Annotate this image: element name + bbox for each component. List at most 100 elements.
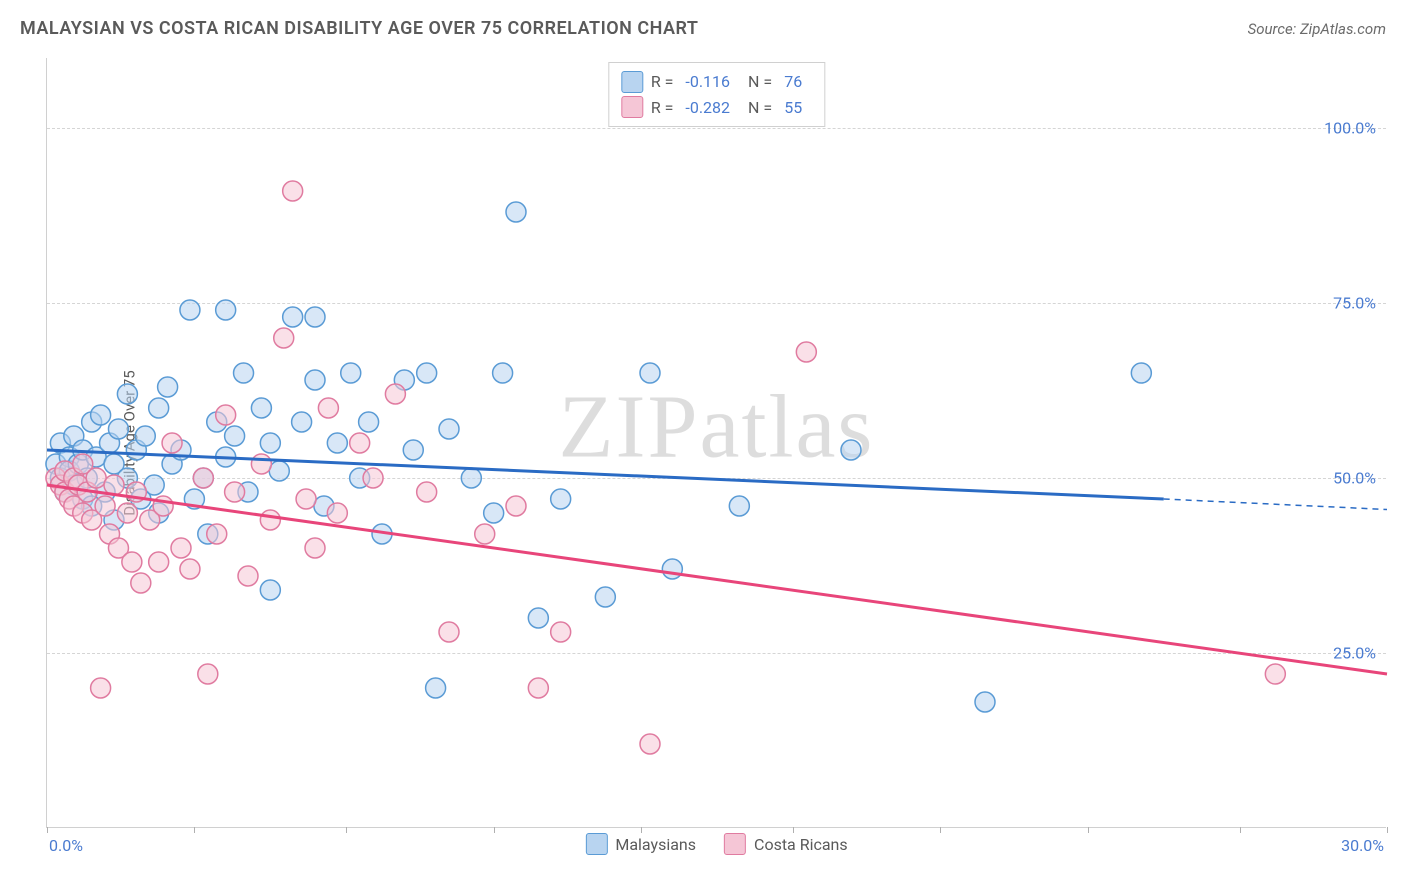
data-point <box>595 587 615 607</box>
x-tick <box>1387 827 1388 833</box>
x-tick <box>47 827 48 833</box>
legend-r-label: R = <box>651 69 674 95</box>
data-point <box>122 552 142 572</box>
data-point <box>238 566 258 586</box>
scatter-plot-svg <box>47 58 1386 827</box>
data-point <box>225 482 245 502</box>
data-point <box>403 440 423 460</box>
legend-row: R = -0.116 N = 76 <box>621 69 812 95</box>
data-point <box>662 559 682 579</box>
data-point <box>327 433 347 453</box>
data-point <box>269 461 289 481</box>
data-point <box>551 489 571 509</box>
data-point <box>506 202 526 222</box>
data-point <box>91 405 111 425</box>
data-point <box>149 552 169 572</box>
data-point <box>86 468 106 488</box>
data-point <box>207 524 227 544</box>
series-legend-label: Costa Ricans <box>754 835 848 854</box>
data-point <box>506 496 526 516</box>
data-point <box>251 398 271 418</box>
data-point <box>475 524 495 544</box>
x-tick <box>1240 827 1241 833</box>
x-tick <box>1088 827 1089 833</box>
correlation-legend: R = -0.116 N = 76 R = -0.282 N = 55 <box>608 62 825 127</box>
legend-swatch <box>724 833 746 855</box>
series-legend-item: Malaysians <box>585 833 696 855</box>
data-point <box>551 622 571 642</box>
data-point <box>841 440 861 460</box>
trend-line <box>47 450 1164 499</box>
x-tick <box>940 827 941 833</box>
data-point <box>260 510 280 530</box>
data-point <box>975 692 995 712</box>
data-point <box>318 398 338 418</box>
legend-swatch <box>621 96 643 118</box>
data-point <box>283 181 303 201</box>
x-tick <box>194 827 195 833</box>
data-point <box>305 370 325 390</box>
data-point <box>796 342 816 362</box>
data-point <box>426 678 446 698</box>
data-point <box>193 468 213 488</box>
data-point <box>260 580 280 600</box>
chart-title: MALAYSIAN VS COSTA RICAN DISABILITY AGE … <box>20 18 698 39</box>
data-point <box>216 405 236 425</box>
source-label: Source: ZipAtlas.com <box>1248 20 1386 38</box>
data-point <box>216 300 236 320</box>
data-point <box>149 398 169 418</box>
data-point <box>363 468 383 488</box>
data-point <box>117 503 137 523</box>
data-point <box>135 426 155 446</box>
series-legend-label: Malaysians <box>615 835 696 854</box>
legend-n-label: N = <box>748 69 772 95</box>
trend-line-extrapolated <box>1164 499 1387 510</box>
data-point <box>385 384 405 404</box>
legend-r-label: R = <box>651 95 674 121</box>
data-point <box>305 307 325 327</box>
data-point <box>158 377 178 397</box>
data-point <box>283 307 303 327</box>
data-point <box>640 734 660 754</box>
data-point <box>296 489 316 509</box>
data-point <box>117 384 137 404</box>
data-point <box>640 363 660 383</box>
data-point <box>292 412 312 432</box>
legend-row: R = -0.282 N = 55 <box>621 95 812 121</box>
legend-n-label: N = <box>748 95 772 121</box>
data-point <box>225 426 245 446</box>
data-point <box>305 538 325 558</box>
legend-r-value: -0.116 <box>685 69 730 95</box>
data-point <box>180 300 200 320</box>
data-point <box>234 363 254 383</box>
data-point <box>439 419 459 439</box>
legend-n-value: 55 <box>784 95 802 121</box>
data-point <box>144 475 164 495</box>
data-point <box>251 454 271 474</box>
data-point <box>131 573 151 593</box>
x-axis-max-label: 30.0% <box>1341 836 1384 855</box>
data-point <box>108 419 128 439</box>
legend-n-value: 76 <box>784 69 802 95</box>
data-point <box>274 328 294 348</box>
data-point <box>484 503 504 523</box>
data-point <box>260 433 280 453</box>
data-point <box>171 538 191 558</box>
data-point <box>729 496 749 516</box>
data-point <box>95 496 115 516</box>
legend-swatch <box>585 833 607 855</box>
legend-r-value: -0.282 <box>685 95 730 121</box>
data-point <box>461 468 481 488</box>
data-point <box>493 363 513 383</box>
data-point <box>1265 664 1285 684</box>
data-point <box>417 482 437 502</box>
data-point <box>198 664 218 684</box>
data-point <box>327 503 347 523</box>
series-legend: Malaysians Costa Ricans <box>585 833 847 855</box>
data-point <box>417 363 437 383</box>
chart-plot-area: Disability Age Over 75 ZIPatlas 25.0%50.… <box>46 58 1386 828</box>
data-point <box>359 412 379 432</box>
x-axis-min-label: 0.0% <box>49 836 83 855</box>
series-legend-item: Costa Ricans <box>724 833 848 855</box>
data-point <box>162 433 182 453</box>
